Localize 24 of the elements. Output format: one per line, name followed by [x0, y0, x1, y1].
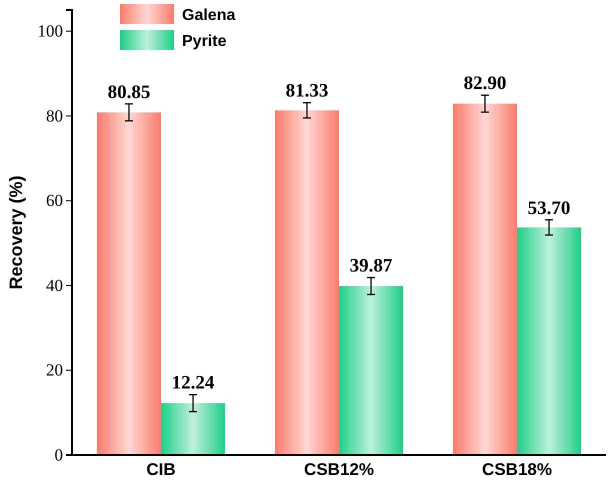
legend-label: Galena: [182, 7, 236, 24]
data-label: 12.24: [172, 372, 215, 394]
data-label: 80.85: [108, 82, 150, 103]
x-tick-label: CSB12%: [304, 460, 374, 480]
bar: [161, 403, 226, 455]
y-tick-label: 80: [46, 106, 63, 126]
data-label: 39.87: [350, 256, 393, 277]
x-tick-label: CSB18%: [482, 460, 552, 480]
y-tick-label: 0: [54, 445, 63, 464]
bar: [274, 110, 339, 455]
x-tick-label: CIB: [146, 460, 176, 480]
data-label: 82.90: [464, 73, 506, 94]
y-tick-label: 60: [46, 191, 63, 210]
y-tick-label: 20: [46, 360, 63, 380]
bar: [452, 104, 517, 455]
legend-label: Pyrite: [182, 33, 227, 50]
data-label: 81.33: [286, 80, 328, 102]
y-axis-title: Recovery (%): [6, 175, 26, 290]
y-tick-label: 40: [46, 276, 63, 295]
y-tick-label: 100: [38, 22, 63, 41]
data-label: 53.70: [528, 198, 570, 219]
bar: [517, 227, 582, 455]
bar: [339, 286, 404, 455]
bar: [96, 112, 161, 455]
